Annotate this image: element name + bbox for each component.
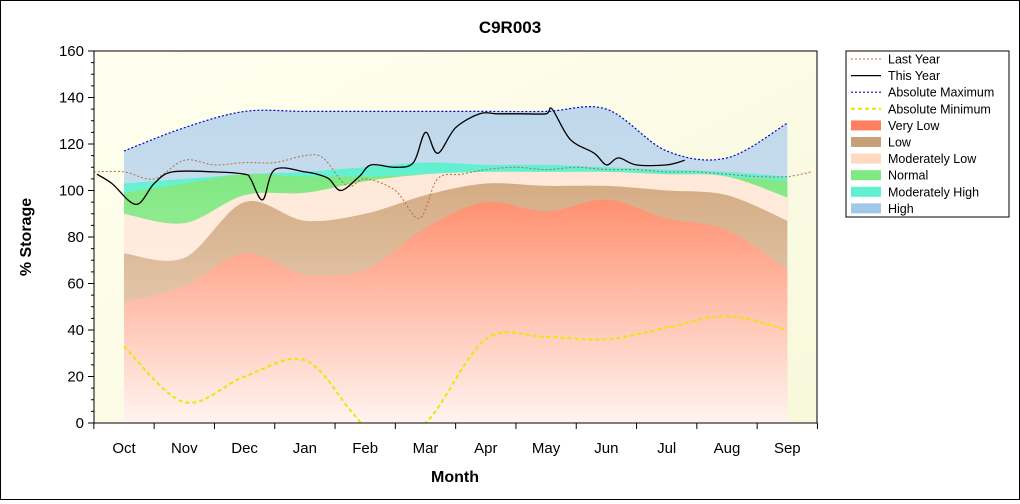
legend-label-high: High xyxy=(888,202,914,216)
legend: Last Year This Year Absolute Maximum Absolu… xyxy=(845,50,1010,218)
x-tick-label: Aug xyxy=(714,440,741,457)
y-tick-label: 0 xyxy=(76,415,84,432)
series-absolute-maximum xyxy=(123,106,788,161)
range-bands xyxy=(124,106,788,423)
legend-swatch-very-low xyxy=(851,120,881,131)
y-tick-label: 40 xyxy=(67,322,84,339)
x-tick-label: Nov xyxy=(171,440,198,457)
series-last-year xyxy=(94,154,812,219)
band-very-low xyxy=(124,199,788,423)
chart-title: C9R003 xyxy=(479,18,541,37)
legend-label-this-year: This Year xyxy=(888,69,940,83)
y-tick-label: 160 xyxy=(59,43,84,60)
y-tick-label: 140 xyxy=(59,90,84,107)
legend-label-moderately-high: Moderately High xyxy=(888,185,979,199)
x-tick-label: Jun xyxy=(594,440,618,457)
x-tick-label: Apr xyxy=(474,440,497,457)
x-tick-label: May xyxy=(532,440,561,457)
y-tick-label: 100 xyxy=(59,183,84,200)
x-tick-label: Dec xyxy=(231,440,258,457)
data-lines xyxy=(94,106,812,423)
y-axis-label: % Storage xyxy=(18,198,35,276)
legend-label-very-low: Very Low xyxy=(888,119,940,133)
legend-label-moderately-low: Moderately Low xyxy=(888,152,977,166)
x-tick-label: Jul xyxy=(657,440,676,457)
y-tick-label: 80 xyxy=(67,229,84,246)
x-axis: Oct Nov Dec Jan Feb Mar Apr May Jun Jul Aug Sep xyxy=(93,423,818,457)
x-tick-label: Feb xyxy=(352,440,378,457)
x-tick-label: Mar xyxy=(413,440,439,457)
legend-label-absolute-minimum: Absolute Minimum xyxy=(888,102,991,116)
legend-swatch-low xyxy=(851,137,881,147)
x-tick-label: Jan xyxy=(293,440,317,457)
y-tick-label: 60 xyxy=(67,276,84,293)
series-this-year xyxy=(96,107,685,206)
legend-swatch-moderately-low xyxy=(851,153,881,164)
legend-swatch-moderately-high xyxy=(851,186,881,197)
legend-swatch-normal xyxy=(851,170,881,181)
y-tick-label: 120 xyxy=(59,136,84,153)
x-axis-label: Month xyxy=(431,469,479,486)
y-tick-label: 20 xyxy=(67,369,84,386)
legend-swatch-high xyxy=(851,203,881,214)
x-tick-label: Sep xyxy=(774,440,801,457)
legend-label-last-year: Last Year xyxy=(888,53,940,67)
legend-label-absolute-maximum: Absolute Maximum xyxy=(888,86,994,100)
legend-label-normal: Normal xyxy=(888,169,928,183)
y-axis: 0 20 40 60 80 100 120 140 160 xyxy=(59,43,94,432)
legend-label-low: Low xyxy=(888,136,912,150)
x-tick-label: Oct xyxy=(112,440,136,457)
